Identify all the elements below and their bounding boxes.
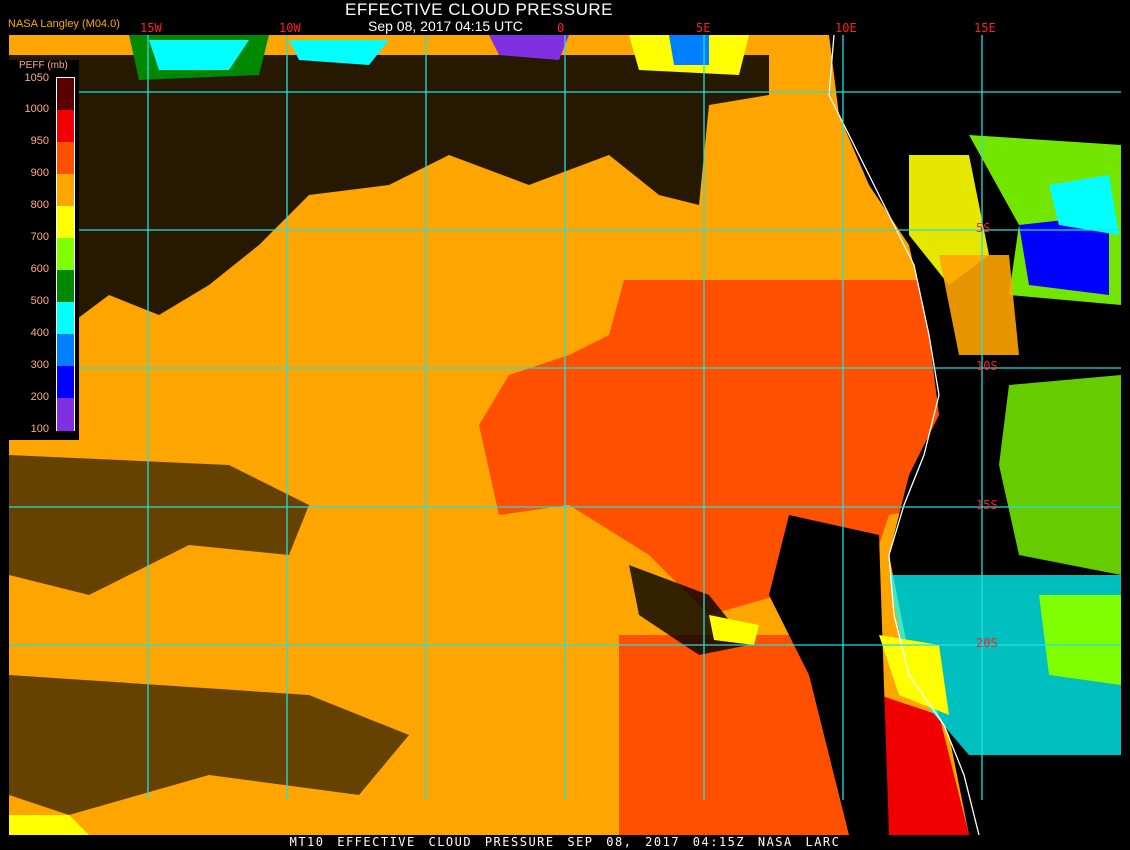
legend-tick-label: 1000 bbox=[24, 103, 49, 115]
legend-swatch bbox=[57, 302, 74, 335]
cloud-region bbox=[9, 35, 769, 325]
longitude-label: 10E bbox=[835, 21, 857, 35]
graticule bbox=[9, 35, 1121, 800]
longitude-label: 15E bbox=[974, 21, 996, 35]
legend-swatch bbox=[57, 142, 74, 175]
longitude-label: 5E bbox=[696, 21, 711, 35]
legend-swatch bbox=[57, 174, 74, 207]
footer-caption: MT10 EFFECTIVE CLOUD PRESSURE SEP 08, 20… bbox=[289, 835, 841, 849]
image-datetime: Sep 08, 2017 04:15 UTC bbox=[368, 18, 523, 34]
legend-tick-label: 200 bbox=[30, 391, 49, 403]
legend-tick-label: 100 bbox=[30, 423, 49, 435]
legend-tick-label: 950 bbox=[30, 135, 49, 147]
cloud-region bbox=[9, 675, 409, 815]
latitude-label: 20S bbox=[976, 636, 998, 650]
legend-swatch bbox=[57, 238, 74, 271]
legend-swatch bbox=[57, 78, 74, 111]
cloud-region bbox=[9, 815, 89, 835]
cloud-pressure-map bbox=[9, 35, 1121, 835]
latitude-label: 10S bbox=[976, 359, 998, 373]
coastline bbox=[828, 35, 980, 835]
legend-tick-label: 1050 bbox=[24, 72, 49, 84]
legend-tick-label: 300 bbox=[30, 359, 49, 371]
cloud-region bbox=[9, 455, 309, 595]
legend-swatch bbox=[57, 110, 74, 143]
legend-swatch bbox=[57, 206, 74, 239]
legend-title: PEFF (mb) bbox=[19, 60, 68, 71]
image-title: EFFECTIVE CLOUD PRESSURE bbox=[345, 0, 613, 19]
cloud-region bbox=[769, 515, 889, 835]
legend-swatch bbox=[57, 398, 74, 431]
cloud-region bbox=[909, 155, 989, 285]
cloud-region bbox=[1019, 215, 1109, 295]
cloud-region bbox=[669, 35, 709, 65]
cloud-region bbox=[879, 635, 949, 715]
legend-tick-label: 700 bbox=[30, 231, 49, 243]
legend-swatch bbox=[57, 334, 74, 367]
legend-tick-label: 500 bbox=[30, 295, 49, 307]
cloud-region bbox=[709, 615, 759, 645]
legend-tick-label: 400 bbox=[30, 327, 49, 339]
legend-colorbar bbox=[56, 77, 75, 431]
cloud-region bbox=[999, 375, 1121, 575]
longitude-label: 10W bbox=[279, 21, 301, 35]
color-legend: PEFF (mb) 1050 1000 950 900 800 700 600 500 400 3… bbox=[9, 60, 79, 440]
legend-swatch bbox=[57, 270, 74, 303]
cloud-region bbox=[149, 40, 249, 70]
source-label: NASA Langley (M04.0) bbox=[8, 18, 120, 30]
latitude-label: 15S bbox=[976, 498, 998, 512]
cloud-region bbox=[289, 40, 389, 65]
legend-swatch bbox=[57, 366, 74, 399]
latitude-label: 5S bbox=[976, 221, 991, 235]
cloud-region bbox=[1039, 595, 1121, 685]
legend-tick-label: 600 bbox=[30, 263, 49, 275]
cloud-region bbox=[1049, 175, 1119, 235]
longitude-label: 0 bbox=[557, 21, 565, 35]
legend-tick-label: 900 bbox=[30, 167, 49, 179]
cloud-region bbox=[939, 255, 1019, 355]
longitude-label: 15W bbox=[140, 21, 162, 35]
cloud-region bbox=[489, 35, 569, 60]
legend-tick-label: 800 bbox=[30, 199, 49, 211]
